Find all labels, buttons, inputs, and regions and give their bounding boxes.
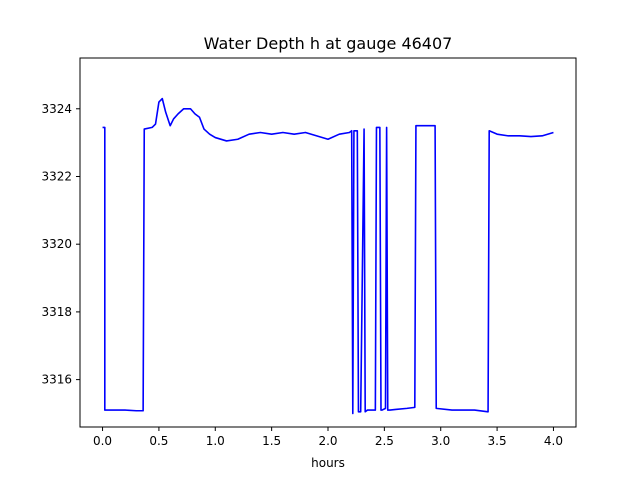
- x-tick-label: 4.0: [544, 434, 563, 448]
- y-tick-label: 3324: [41, 102, 72, 116]
- y-tick-label: 3320: [41, 237, 72, 251]
- plot-frame: [79, 57, 577, 428]
- plot-area: [102, 97, 554, 415]
- x-tick-label: 1.0: [206, 434, 225, 448]
- y-tick-label: 3318: [41, 305, 72, 319]
- x-axis-ticks: 0.0 0.5 1.0 1.5 2.0 2.5 3.0 3.5 4.0: [93, 427, 563, 448]
- x-tick-label: 1.5: [262, 434, 281, 448]
- x-tick-label: 3.5: [488, 434, 507, 448]
- x-tick-label: 3.0: [431, 434, 450, 448]
- x-tick-label: 0.0: [93, 434, 112, 448]
- chart-title: Water Depth h at gauge 46407: [204, 34, 453, 53]
- series-line-0: [102, 97, 554, 415]
- x-tick-label: 0.5: [149, 434, 168, 448]
- x-tick-label: 2.0: [318, 434, 337, 448]
- y-tick-label: 3322: [41, 169, 72, 183]
- x-tick-label: 2.5: [375, 434, 394, 448]
- y-tick-label: 3316: [41, 373, 72, 387]
- x-axis-label: hours: [311, 456, 345, 470]
- y-axis-ticks: 3316 3318 3320 3322 3324: [41, 102, 80, 387]
